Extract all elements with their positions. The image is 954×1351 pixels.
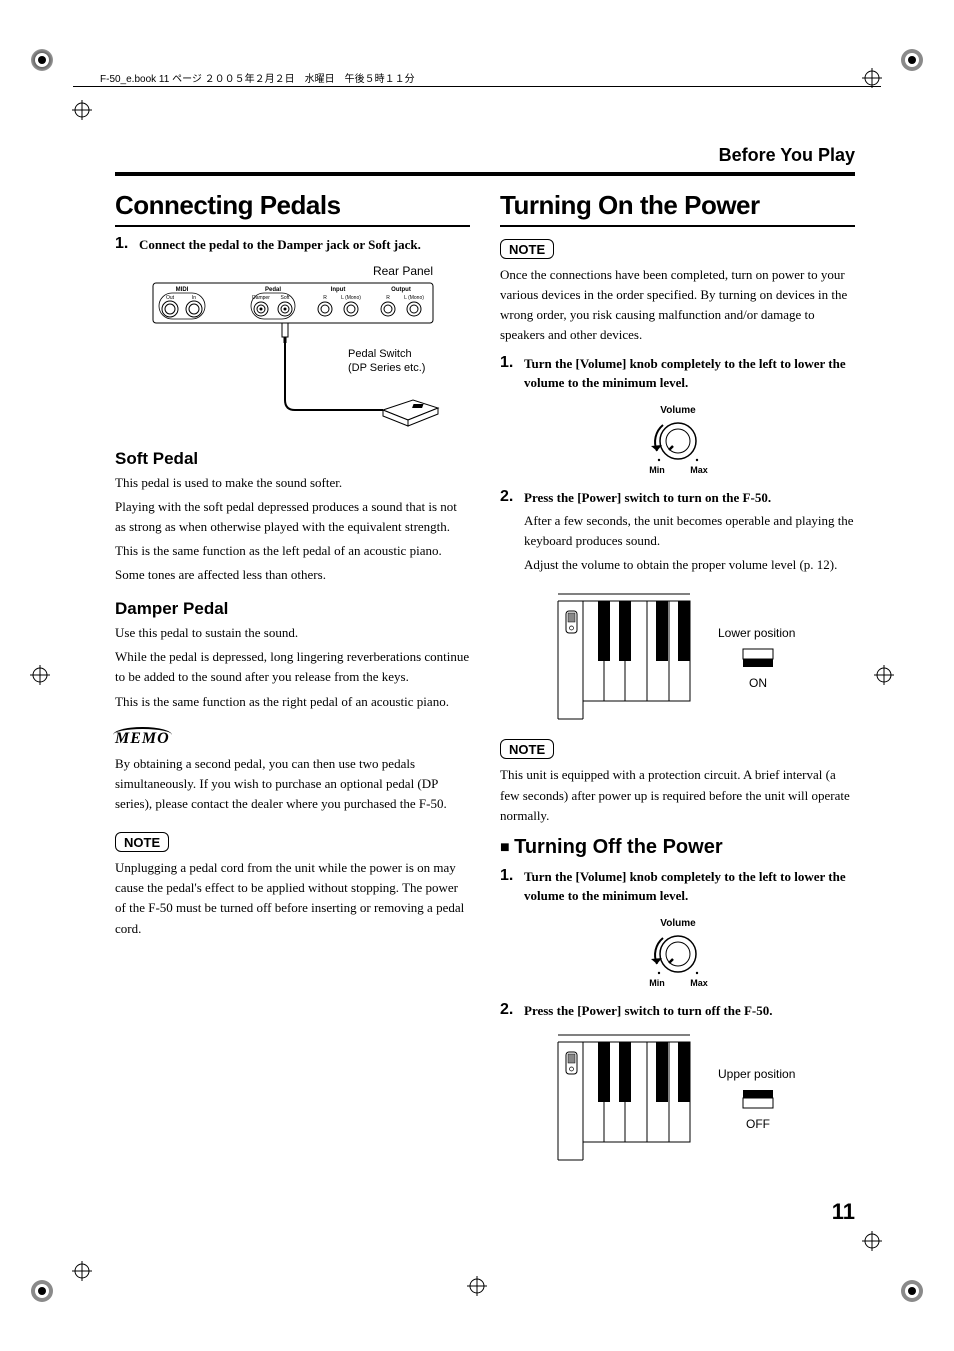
- svg-text:R: R: [323, 295, 327, 301]
- connecting-pedals-heading: Connecting Pedals: [115, 190, 470, 221]
- power-off-figure: Upper position OFF: [500, 1030, 855, 1170]
- svg-text:Pedal: Pedal: [264, 287, 280, 293]
- soft-p3: This is the same function as the left pe…: [115, 541, 470, 561]
- page-number: 11: [832, 1199, 855, 1225]
- svg-text:L (Mono): L (Mono): [341, 295, 361, 301]
- crosshair-bl: [72, 1261, 92, 1281]
- svg-text:In: In: [191, 295, 195, 301]
- svg-text:ON: ON: [749, 676, 767, 690]
- step-num: 2.: [500, 1001, 518, 1021]
- step2-b1: After a few seconds, the unit becomes op…: [524, 511, 855, 551]
- svg-text:Pedal Switch: Pedal Switch: [348, 348, 412, 360]
- damper-p2: While the pedal is depressed, long linge…: [115, 647, 470, 687]
- step-on-1: 1. Turn the [Volume] knob completely to …: [500, 354, 855, 393]
- svg-text:OFF: OFF: [746, 1117, 770, 1131]
- damper-pedal-heading: Damper Pedal: [115, 599, 470, 619]
- header-rule: [73, 86, 881, 87]
- svg-text:Min: Min: [649, 465, 665, 475]
- step-off-1: 1. Turn the [Volume] knob completely to …: [500, 867, 855, 906]
- turning-on-heading: Turning On the Power: [500, 190, 855, 221]
- soft-p1: This pedal is used to make the sound sof…: [115, 473, 470, 493]
- svg-text:Upper position: Upper position: [718, 1067, 795, 1081]
- damper-p3: This is the same function as the right p…: [115, 692, 470, 712]
- page-content: Before You Play Connecting Pedals 1. Con…: [115, 145, 855, 1180]
- step-text: Turn the [Volume] knob completely to the…: [524, 354, 855, 393]
- header-text: F-50_e.book 11 ページ ２００５年２月２日 水曜日 午後５時１１分: [100, 74, 415, 85]
- svg-text:Soft: Soft: [280, 295, 290, 301]
- svg-text:Output: Output: [391, 287, 411, 293]
- h1-rule-right: [500, 225, 855, 227]
- crosshair-tl: [72, 100, 92, 120]
- reg-mark-br: [900, 1279, 924, 1303]
- crosshair-mr: [874, 665, 894, 685]
- step-2-body: Press the [Power] switch to turn on the …: [524, 488, 855, 580]
- soft-pedal-heading: Soft Pedal: [115, 449, 470, 469]
- svg-text:Volume: Volume: [660, 405, 696, 416]
- crosshair-ml: [30, 665, 50, 685]
- note-badge-left: NOTE: [115, 832, 169, 852]
- note-r1-text: Once the connections have been completed…: [500, 265, 855, 346]
- memo-text: By obtaining a second pedal, you can the…: [115, 754, 470, 814]
- soft-p2: Playing with the soft pedal depressed pr…: [115, 497, 470, 537]
- note-badge-r1: NOTE: [500, 239, 554, 259]
- step-text: Press the [Power] switch to turn off the…: [524, 1001, 855, 1021]
- step2-b2: Adjust the volume to obtain the proper v…: [524, 555, 855, 575]
- memo-badge: MEMO: [115, 730, 170, 748]
- step-off-2: 2. Press the [Power] switch to turn off …: [500, 1001, 855, 1021]
- power-on-figure: Lower position ON: [500, 589, 855, 729]
- volume-knob-figure-1: Volume Min Max: [500, 403, 855, 478]
- step-num: 1.: [115, 235, 133, 255]
- svg-text:Min: Min: [649, 978, 665, 988]
- reg-mark-tr: [900, 48, 924, 72]
- damper-p1: Use this pedal to sustain the sound.: [115, 623, 470, 643]
- svg-text:MIDI: MIDI: [175, 287, 188, 293]
- step-2-bold: Press the [Power] switch to turn on the …: [524, 488, 855, 508]
- right-column: Turning On the Power NOTE Once the conne…: [500, 190, 855, 1180]
- note-r2-text: This unit is equipped with a protection …: [500, 765, 855, 825]
- title-rule: [115, 172, 855, 176]
- h1-rule-left: [115, 225, 470, 227]
- step-on-2: 2. Press the [Power] switch to turn on t…: [500, 488, 855, 580]
- step-connect-pedal: 1. Connect the pedal to the Damper jack …: [115, 235, 470, 255]
- note-text-left: Unplugging a pedal cord from the unit wh…: [115, 858, 470, 939]
- step-text: Connect the pedal to the Damper jack or …: [139, 235, 470, 255]
- step-text: Turn the [Volume] knob completely to the…: [524, 867, 855, 906]
- step-num: 1.: [500, 867, 518, 906]
- crosshair-tr: [862, 68, 882, 88]
- svg-text:Lower position: Lower position: [718, 626, 795, 640]
- step-num: 2.: [500, 488, 518, 580]
- svg-text:Max: Max: [690, 978, 708, 988]
- step-num: 1.: [500, 354, 518, 393]
- svg-text:Max: Max: [690, 465, 708, 475]
- rear-panel-figure: Rear Panel MIDI Out In Pedal Damper Soft: [115, 265, 470, 435]
- crosshair-br: [862, 1231, 882, 1251]
- svg-text:(DP Series etc.): (DP Series etc.): [348, 362, 425, 374]
- svg-text:Damper: Damper: [252, 295, 270, 301]
- rear-panel-label: Rear Panel: [372, 265, 432, 278]
- reg-mark-bl: [30, 1279, 54, 1303]
- svg-text:L (Mono): L (Mono): [404, 295, 424, 301]
- turning-off-heading: Turning Off the Power: [500, 836, 855, 859]
- left-column: Connecting Pedals 1. Connect the pedal t…: [115, 190, 470, 1180]
- note-badge-r2: NOTE: [500, 739, 554, 759]
- soft-p4: Some tones are affected less than others…: [115, 565, 470, 585]
- svg-text:Volume: Volume: [660, 918, 696, 929]
- chapter-title: Before You Play: [115, 145, 855, 166]
- svg-text:Input: Input: [330, 287, 345, 293]
- crosshair-bc: [467, 1276, 487, 1296]
- svg-text:Out: Out: [165, 295, 174, 301]
- book-header: F-50_e.book 11 ページ ２００５年２月２日 水曜日 午後５時１１分: [100, 70, 415, 85]
- volume-knob-figure-2: Volume Min Max: [500, 916, 855, 991]
- reg-mark-tl: [30, 48, 54, 72]
- svg-text:R: R: [386, 295, 390, 301]
